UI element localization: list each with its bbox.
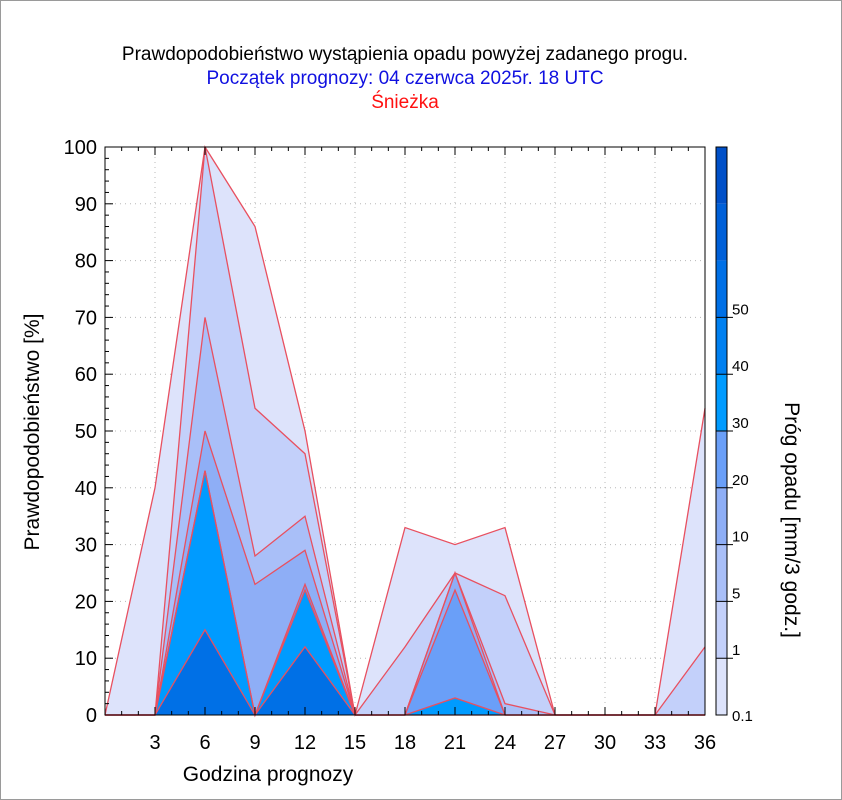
colorbar-band <box>716 203 727 261</box>
colorbar-band <box>716 374 727 431</box>
x-tick-label: 24 <box>494 732 516 754</box>
y-tick-label: 80 <box>75 251 97 273</box>
area-series-40 <box>105 629 705 715</box>
colorbar-tick-label: 10 <box>732 529 749 546</box>
x-tick-label: 27 <box>544 732 566 754</box>
x-tick-label: 6 <box>199 732 210 754</box>
colorbar-band <box>716 544 727 602</box>
y-axis-label: Prawdopodobieństwo [%] <box>21 314 44 551</box>
colorbar-band <box>716 487 727 545</box>
x-tick-label: 15 <box>344 732 366 754</box>
colorbar-band <box>716 431 727 488</box>
colorbar: 0.1 1 5 10 20 30 40 50 <box>715 146 753 725</box>
x-tick-label: 36 <box>694 732 716 754</box>
chart-subtitle: Początek prognozy: 04 czerwca 2025r. 18 … <box>206 68 603 89</box>
area-series-30 <box>105 470 705 715</box>
colorbar-band <box>716 317 727 375</box>
colorbar-band <box>716 260 727 318</box>
colorbar-tick-label: 0.1 <box>732 708 753 725</box>
colorbar-band <box>716 147 727 204</box>
probability-areas <box>105 147 705 715</box>
y-tick-label: 30 <box>75 535 97 557</box>
colorbar-band <box>716 601 727 659</box>
x-tick-label: 3 <box>149 732 160 754</box>
y-tick-label: 60 <box>75 364 97 386</box>
y-tick-label: 0 <box>86 705 97 727</box>
x-tick-label: 21 <box>444 732 466 754</box>
x-tick-label: 33 <box>644 732 666 754</box>
y-tick-label: 70 <box>75 307 97 329</box>
colorbar-tick-label: 40 <box>732 358 749 375</box>
chart-title: Prawdopodobieństwo wystąpienia opadu pow… <box>122 44 688 65</box>
location-label: Śnieżka <box>371 91 439 113</box>
y-tick-label: 90 <box>75 194 97 216</box>
x-axis-label: Godzina prognozy <box>183 763 354 786</box>
colorbar-tick-label: 30 <box>732 415 749 432</box>
colorbar-tick-label: 50 <box>732 301 749 318</box>
y-tick-label: 10 <box>75 648 97 670</box>
x-tick-label: 18 <box>394 732 416 754</box>
y-tick-label: 40 <box>75 478 97 500</box>
x-tick-label: 9 <box>249 732 260 754</box>
x-tick-label: 30 <box>594 732 616 754</box>
x-tick-label: 12 <box>294 732 316 754</box>
area-series-10 <box>105 431 705 715</box>
y-tick-label: 100 <box>64 137 97 159</box>
colorbar-tick-label: 1 <box>732 642 740 659</box>
y-tick-label: 50 <box>75 421 97 443</box>
colorbar-label: Próg opadu [mm/3 godz.] <box>780 402 803 638</box>
colorbar-band <box>716 658 727 715</box>
y-tick-label: 20 <box>75 591 97 613</box>
colorbar-tick-label: 5 <box>732 585 740 602</box>
colorbar-tick-label: 20 <box>732 472 749 489</box>
